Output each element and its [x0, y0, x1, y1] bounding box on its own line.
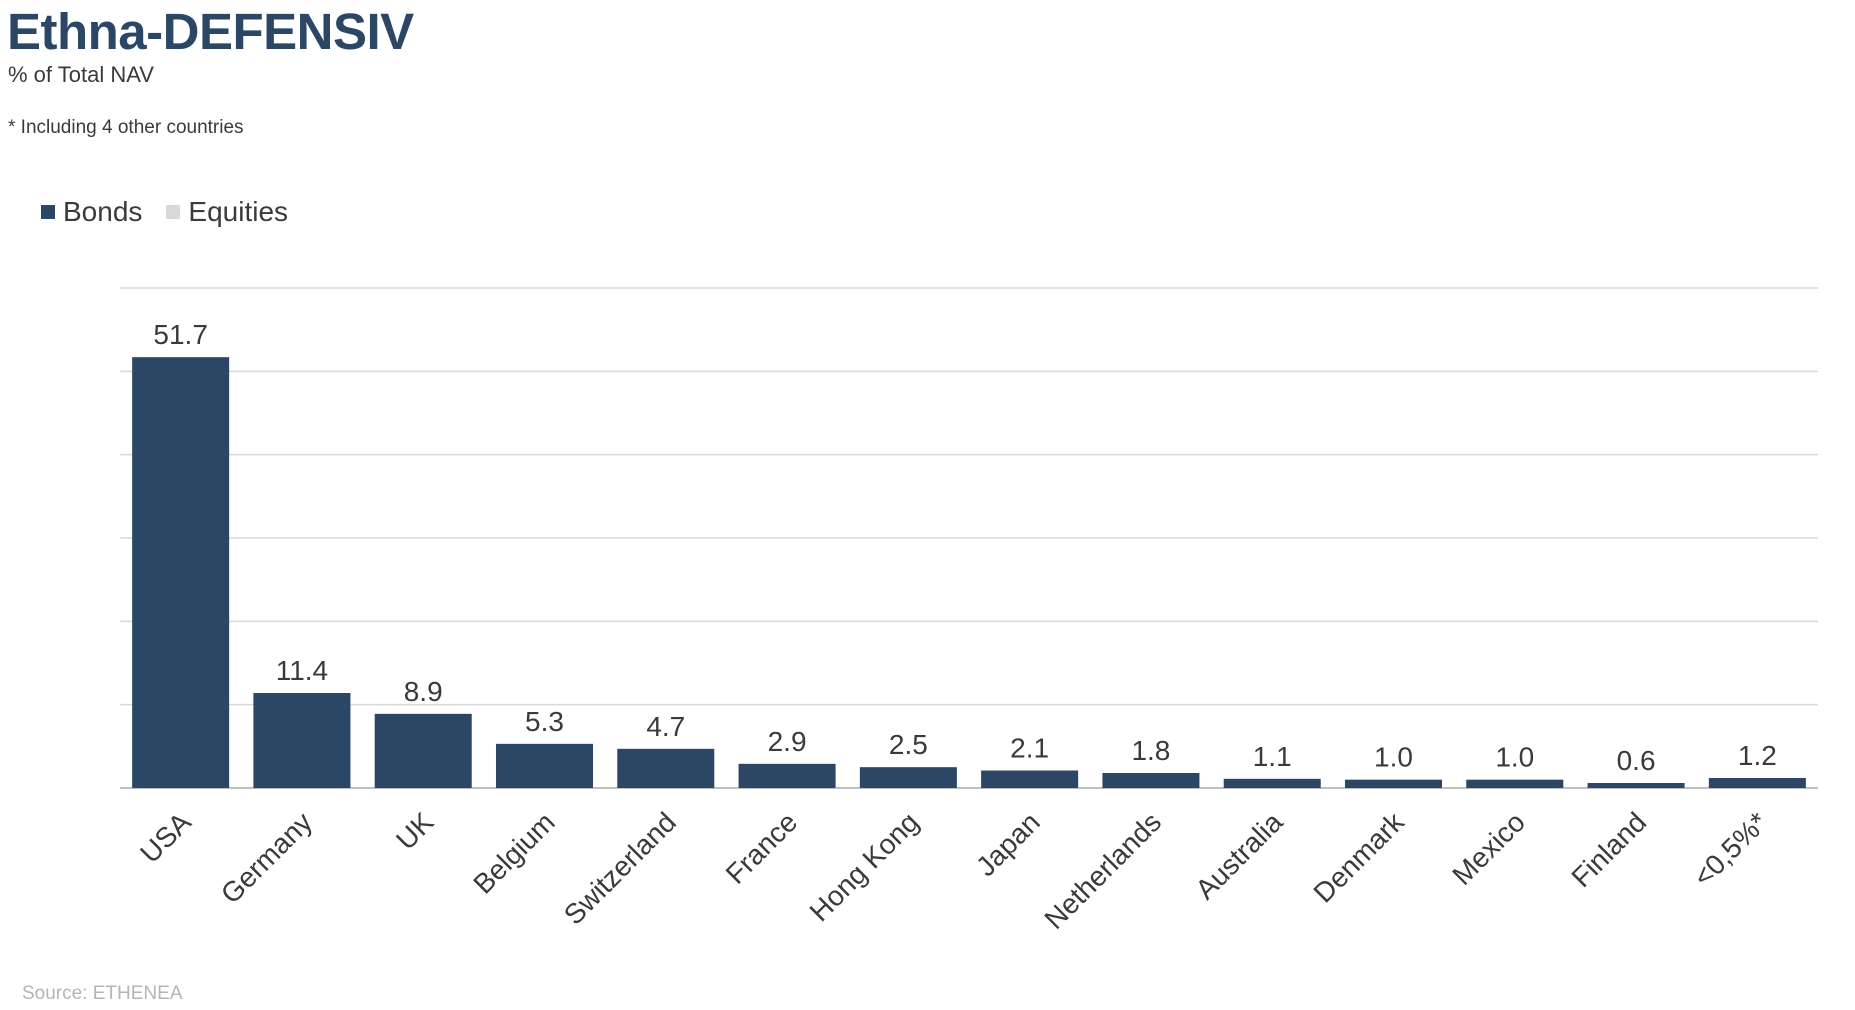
- data-label-10: 1.0: [1374, 742, 1413, 773]
- data-label-5: 2.9: [768, 726, 807, 757]
- bar-2[interactable]: [374, 713, 472, 788]
- source-note: Source: ETHENEA: [22, 983, 183, 1004]
- legend-item-equities[interactable]: Equities: [166, 195, 288, 229]
- bars: [132, 357, 1806, 788]
- gridlines: [120, 287, 1818, 789]
- x-tick-label-4: Switzerland: [558, 806, 682, 930]
- bar-1[interactable]: [253, 693, 351, 788]
- bar-7[interactable]: [981, 770, 1079, 789]
- x-tick-label-7: Japan: [970, 806, 1046, 882]
- data-label-8: 1.8: [1131, 735, 1170, 766]
- x-tick-label-8: Netherlands: [1038, 806, 1167, 935]
- bar-5[interactable]: [738, 763, 836, 788]
- x-tick-label-1: Germany: [215, 806, 318, 909]
- data-label-11: 1.0: [1495, 742, 1534, 773]
- legend-label-bonds: Bonds: [63, 196, 143, 227]
- bar-3[interactable]: [495, 743, 594, 788]
- bar-12[interactable]: [1587, 783, 1685, 788]
- legend-item-bonds[interactable]: Bonds: [41, 195, 142, 229]
- data-label-1: 11.4: [276, 655, 328, 686]
- x-tick-label-6: Hong Kong: [804, 806, 925, 927]
- legend-swatch-bonds: [41, 205, 55, 219]
- x-tick-label-11: Mexico: [1446, 806, 1531, 891]
- data-label-0: 51.7: [153, 319, 208, 350]
- bar-4[interactable]: [617, 748, 715, 788]
- x-tick-label-3: Belgium: [467, 806, 560, 899]
- chart-title: Ethna-DEFENSIV: [7, 3, 414, 60]
- data-label-12: 0.6: [1617, 745, 1656, 776]
- data-label-3: 5.3: [525, 706, 564, 737]
- data-label-4: 4.7: [646, 711, 685, 742]
- legend-label-equities: Equities: [188, 196, 289, 227]
- bar-11[interactable]: [1466, 779, 1564, 788]
- data-labels: 51.7 11.4 8.9 5.3 4.7 2.9 2.5 2.1 1.8 1.1 1.0 1.0 0.…: [153, 319, 1776, 776]
- bar-13[interactable]: [1708, 778, 1806, 788]
- x-tick-label-13: <0,5%*: [1687, 806, 1773, 892]
- chart-legend: Bonds Equities: [41, 195, 312, 229]
- data-label-6: 2.5: [889, 729, 928, 760]
- x-tick-label-5: France: [720, 806, 804, 890]
- data-label-13: 1.2: [1738, 740, 1777, 771]
- bar-0[interactable]: [132, 357, 230, 788]
- x-tick-label-10: Denmark: [1307, 806, 1410, 909]
- chart-subtitle: % of Total NAV: [8, 62, 154, 87]
- data-label-2: 8.9: [404, 676, 443, 707]
- bar-9[interactable]: [1223, 778, 1321, 788]
- x-tick-label-0: USA: [134, 806, 197, 869]
- data-label-7: 2.1: [1010, 733, 1049, 764]
- x-tick-label-2: UK: [390, 806, 440, 856]
- x-tick-label-9: Australia: [1190, 806, 1289, 905]
- chart-footnote: * Including 4 other countries: [8, 117, 244, 138]
- bar-8[interactable]: [1102, 773, 1200, 788]
- x-tick-label-12: Finland: [1565, 806, 1652, 893]
- legend-swatch-equities: [166, 205, 181, 219]
- bar-6[interactable]: [859, 767, 957, 788]
- data-label-9: 1.1: [1253, 741, 1292, 772]
- bar-10[interactable]: [1344, 779, 1443, 788]
